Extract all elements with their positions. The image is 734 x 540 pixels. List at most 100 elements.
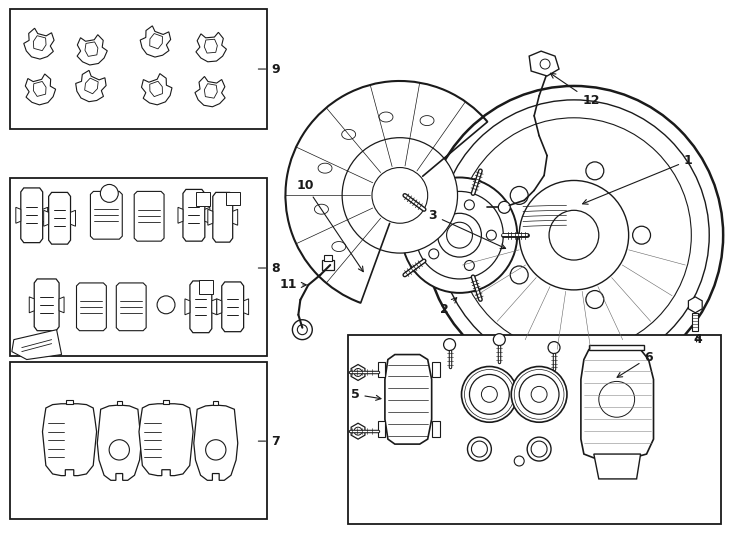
Polygon shape (688, 297, 702, 313)
Polygon shape (43, 210, 48, 226)
Text: 9: 9 (258, 63, 280, 76)
Polygon shape (589, 345, 644, 349)
Polygon shape (76, 70, 106, 102)
Polygon shape (194, 405, 238, 480)
Circle shape (482, 387, 498, 402)
Text: 1: 1 (583, 154, 693, 204)
Circle shape (586, 291, 604, 308)
Circle shape (446, 222, 473, 248)
Polygon shape (205, 207, 210, 223)
Polygon shape (29, 297, 34, 313)
Text: 12: 12 (550, 73, 600, 107)
Polygon shape (432, 421, 440, 437)
Circle shape (510, 186, 528, 204)
Polygon shape (581, 349, 653, 459)
Circle shape (443, 339, 456, 350)
Circle shape (297, 325, 308, 335)
Circle shape (439, 100, 709, 370)
Polygon shape (23, 28, 54, 59)
Polygon shape (117, 401, 122, 405)
Text: 2: 2 (440, 298, 457, 316)
Circle shape (354, 427, 362, 435)
Text: 8: 8 (258, 261, 280, 274)
Bar (324, 255, 333, 261)
Circle shape (206, 440, 226, 460)
Polygon shape (222, 282, 244, 332)
Circle shape (157, 296, 175, 314)
Polygon shape (378, 421, 385, 437)
Polygon shape (150, 81, 162, 97)
Text: 3: 3 (429, 209, 506, 248)
Polygon shape (150, 33, 162, 49)
Polygon shape (204, 39, 217, 53)
Circle shape (109, 440, 129, 460)
Polygon shape (183, 190, 205, 241)
Circle shape (498, 201, 510, 213)
Circle shape (372, 167, 428, 223)
Polygon shape (212, 299, 217, 315)
Polygon shape (21, 188, 43, 242)
Polygon shape (351, 423, 365, 439)
Circle shape (515, 456, 524, 466)
Bar (10, 9, 266, 129)
Polygon shape (25, 74, 56, 105)
Circle shape (487, 230, 496, 240)
Polygon shape (34, 279, 59, 330)
Polygon shape (59, 297, 64, 313)
Polygon shape (85, 42, 98, 56)
Text: 6: 6 (617, 351, 653, 377)
Circle shape (548, 342, 560, 354)
Bar (10, 179, 266, 355)
Circle shape (519, 180, 628, 290)
Polygon shape (378, 361, 385, 377)
Polygon shape (351, 364, 365, 380)
Polygon shape (163, 400, 170, 404)
Bar (10, 361, 266, 519)
Polygon shape (142, 73, 172, 105)
Text: 10: 10 (297, 179, 363, 272)
Circle shape (599, 381, 635, 417)
Text: 11: 11 (280, 279, 306, 292)
Polygon shape (90, 191, 123, 239)
Polygon shape (140, 26, 171, 57)
Bar (199, 280, 213, 294)
Circle shape (415, 191, 504, 279)
Polygon shape (529, 51, 559, 76)
Polygon shape (76, 283, 106, 330)
Polygon shape (98, 405, 141, 480)
Polygon shape (217, 299, 222, 315)
Polygon shape (244, 299, 249, 315)
Polygon shape (185, 299, 190, 315)
Text: 4: 4 (694, 333, 702, 346)
Circle shape (437, 213, 482, 257)
Circle shape (510, 266, 528, 284)
Polygon shape (43, 207, 48, 223)
Bar (692, 313, 698, 330)
Polygon shape (43, 404, 97, 476)
Circle shape (354, 368, 362, 376)
Circle shape (465, 200, 474, 210)
Circle shape (429, 212, 439, 221)
Polygon shape (195, 77, 225, 107)
Polygon shape (385, 355, 432, 444)
Polygon shape (190, 281, 212, 333)
Circle shape (425, 86, 723, 384)
Circle shape (465, 260, 474, 271)
Circle shape (342, 138, 457, 253)
Polygon shape (432, 361, 440, 377)
Circle shape (462, 367, 517, 422)
Circle shape (540, 59, 550, 69)
Circle shape (633, 226, 650, 244)
Polygon shape (12, 330, 62, 360)
Polygon shape (178, 207, 183, 223)
Circle shape (470, 374, 509, 414)
Polygon shape (134, 191, 164, 241)
Polygon shape (70, 210, 76, 226)
Polygon shape (77, 35, 107, 65)
Circle shape (531, 387, 547, 402)
Circle shape (586, 162, 604, 180)
Polygon shape (84, 78, 98, 94)
Circle shape (401, 178, 517, 293)
Polygon shape (48, 192, 70, 244)
Circle shape (549, 210, 599, 260)
